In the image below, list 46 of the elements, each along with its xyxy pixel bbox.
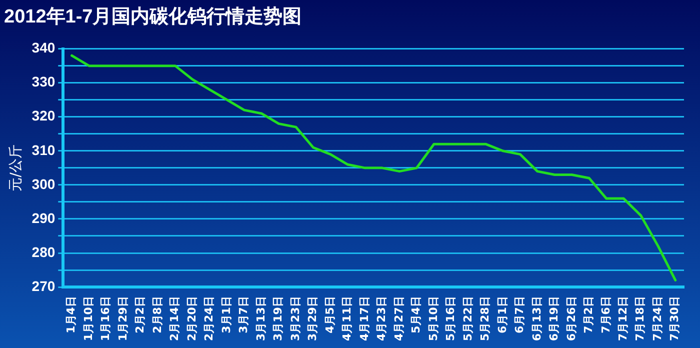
x-tick-label: 5月4日	[410, 296, 423, 334]
x-tick-label: 4月23日	[375, 296, 388, 342]
x-tick-label: 7月18日	[634, 296, 647, 342]
y-tick-label: 290	[32, 210, 56, 226]
x-tick-label: 1月16日	[99, 296, 112, 342]
x-tick-label: 3月29日	[306, 296, 320, 342]
x-tick-label: 2月2日	[134, 296, 147, 334]
x-tick-label: 7月24日	[650, 296, 664, 342]
y-tick-label: 270	[32, 278, 56, 294]
x-tick-label: 4月11日	[340, 296, 354, 342]
x-tick-label: 4月5日	[323, 296, 336, 334]
x-tick-label: 3月7日	[237, 296, 250, 334]
x-tick-label: 2月20日	[185, 296, 198, 342]
x-tick-label: 6月7日	[513, 296, 526, 334]
x-tick-label: 6月1日	[496, 296, 509, 334]
y-tick-label: 330	[32, 74, 56, 90]
chart-title: 2012年1-7月国内碳化钨行情走势图	[4, 6, 302, 28]
x-tick-label: 3月13日	[254, 296, 268, 342]
x-tick-label: 2月8日	[150, 296, 164, 334]
x-tick-label: 5月28日	[478, 296, 492, 342]
x-tick-label: 2月14日	[168, 296, 182, 342]
y-tick-label: 320	[32, 108, 56, 124]
x-tick-label: 6月19日	[548, 296, 561, 342]
x-tick-label: 3月19日	[272, 296, 285, 342]
x-tick-label: 6月13日	[530, 296, 544, 342]
x-tick-label: 1月4日	[64, 296, 78, 334]
x-tick-label: 7月6日	[599, 296, 612, 334]
x-tick-label: 4月27日	[392, 296, 406, 342]
y-tick-label: 280	[32, 244, 56, 260]
x-tick-label: 7月30日	[668, 296, 682, 342]
x-tick-label: 7月2日	[582, 296, 596, 334]
x-tick-label: 3月23日	[288, 296, 302, 342]
y-tick-label: 340	[32, 40, 56, 56]
x-tick-label: 3月1日	[220, 296, 233, 334]
y-tick-label: 300	[32, 176, 56, 192]
x-tick-label: 5月10日	[426, 296, 440, 342]
x-tick-label: 5月22日	[461, 296, 474, 342]
x-tick-label: 1月10日	[82, 296, 95, 342]
y-tick-label: 310	[32, 142, 56, 158]
x-tick-label: 6月26日	[564, 296, 578, 342]
y-axis-title: 元/公斤	[8, 144, 24, 192]
x-tick-label: 7月12日	[616, 296, 630, 342]
x-tick-label: 2月24日	[202, 296, 216, 342]
x-tick-label: 1月29日	[116, 296, 130, 342]
x-tick-label: 5月16日	[444, 296, 458, 342]
x-tick-label: 4月17日	[358, 296, 371, 342]
